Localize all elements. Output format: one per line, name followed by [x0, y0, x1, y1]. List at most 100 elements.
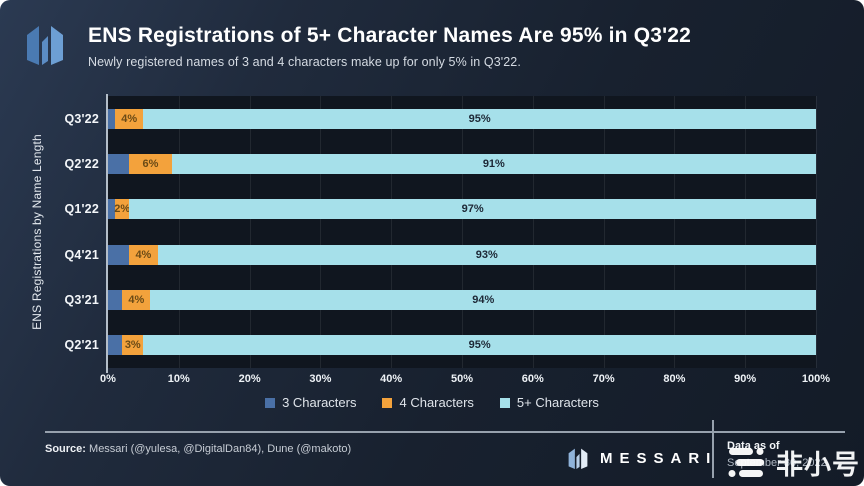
bar-segment-3-characters	[108, 153, 130, 174]
category-label: Q4'21	[64, 247, 99, 262]
gridline	[674, 96, 676, 368]
bar-segment-5-characters: 95%	[143, 108, 816, 129]
bar-value-label: 93%	[475, 248, 498, 261]
bar-row: Q2'21 3% 95%	[0, 323, 816, 368]
bar-value-label: 4%	[128, 293, 145, 306]
source-text: Messari (@yulesa, @DigitalDan84), Dune (…	[85, 443, 352, 455]
gridline	[532, 96, 534, 368]
category-label: Q3'21	[64, 292, 99, 307]
chart-title: ENS Registrations of 5+ Character Names …	[88, 24, 692, 47]
bar-value-label: 94%	[472, 293, 495, 306]
bar-row: Q1'22 2% 97%	[0, 187, 816, 232]
bar-value-label: 97%	[461, 203, 484, 216]
x-axis-tick-label: 90%	[734, 373, 757, 385]
plot-area	[108, 96, 817, 368]
chart-subtitle: Newly registered names of 3 and 4 charac…	[88, 55, 521, 70]
x-axis-tick-label: 30%	[309, 373, 332, 385]
bar-segment-4-characters: 6%	[129, 153, 172, 174]
bar-segment-3-characters	[108, 199, 116, 220]
gridline	[462, 96, 463, 368]
legend-swatch	[265, 397, 276, 408]
gridline	[320, 96, 322, 368]
bar-segment-4-characters: 4%	[115, 108, 144, 129]
y-axis-line	[106, 94, 108, 371]
bar-row: Q4'21 4% 93%	[0, 232, 816, 277]
feixiaohao-logo-icon	[728, 447, 764, 477]
bar-value-label: 2%	[114, 203, 131, 216]
x-axis-tick-label: 40%	[380, 373, 403, 385]
x-axis-tick-label: 50%	[450, 373, 474, 385]
stacked-bar: 3% 95%	[108, 335, 816, 356]
stacked-bar: 2% 97%	[108, 199, 816, 220]
bar-value-label: 6%	[142, 157, 159, 170]
x-axis-tick-label: 60%	[521, 373, 544, 385]
bar-value-label: 4%	[135, 248, 152, 261]
stacked-bar: 4% 95%	[108, 108, 816, 129]
messari-logo-small-icon	[568, 448, 588, 469]
bar-value-label: 91%	[482, 157, 505, 170]
bar-segment-4-characters: 4%	[122, 289, 151, 310]
bar-value-label: 95%	[468, 339, 491, 352]
x-axis-tick-label: 70%	[592, 373, 615, 385]
bar-segment-5-characters: 94%	[150, 289, 816, 310]
watermark-text: 非小号	[776, 450, 860, 480]
x-axis-tick-label: 0%	[100, 373, 116, 385]
category-label: Q2'21	[64, 338, 99, 353]
gridline	[603, 96, 605, 368]
messari-wordmark: MESSARI	[566, 446, 717, 470]
bar-segment-5-characters: 93%	[157, 244, 816, 265]
gridline	[178, 96, 180, 368]
gridline	[745, 96, 747, 368]
legend: 3 Characters 4 Characters 5+ Characters	[0, 395, 864, 410]
x-axis-tick-mark	[106, 368, 108, 373]
gridline	[391, 96, 393, 368]
legend-label: 4 Characters	[399, 395, 474, 410]
bar-value-label: 4%	[121, 112, 138, 125]
category-label: Q1'22	[64, 202, 99, 217]
stacked-bar: 4% 93%	[108, 244, 816, 265]
watermark: 非小号	[727, 443, 860, 482]
source-label: Source:	[45, 443, 86, 455]
bar-segment-3-characters	[108, 289, 123, 310]
header-text: ENS Registrations of 5+ Character Names …	[88, 21, 691, 69]
bar-segment-4-characters: 4%	[129, 244, 158, 265]
bar-segment-3-characters	[108, 335, 123, 356]
bar-segment-4-characters: 3%	[122, 335, 144, 356]
brand-name: MESSARI	[600, 449, 718, 467]
bar-row: Q3'22 4% 95%	[0, 96, 816, 141]
bar-segment-3-characters	[108, 244, 130, 265]
footer-divider-line	[45, 431, 845, 433]
category-label: Q2'22	[64, 156, 99, 171]
x-axis-tick-label: 10%	[167, 373, 190, 385]
footer-vertical-divider	[712, 420, 714, 478]
messari-logo-icon	[27, 26, 63, 65]
gridline	[816, 96, 817, 368]
legend-label: 3 Characters	[282, 395, 357, 410]
x-axis-tick-label: 20%	[238, 373, 261, 385]
legend-label: 5+ Characters	[516, 395, 599, 410]
stacked-bar: 6% 91%	[108, 153, 816, 174]
bar-segment-3-characters	[108, 108, 116, 129]
bar-value-label: 3%	[124, 339, 141, 352]
legend-item-4-characters: 4 Characters	[382, 395, 474, 410]
x-axis: 0% 10% 20% 30% 40% 50% 60% 70% 80% 90% 100%	[100, 373, 830, 387]
category-label: Q3'22	[64, 111, 99, 126]
bar-segment-5-characters: 95%	[143, 335, 816, 356]
legend-item-5-characters: 5+ Characters	[499, 395, 599, 410]
bar-segment-4-characters: 2%	[114, 199, 131, 220]
legend-swatch	[499, 397, 510, 408]
stacked-bar: 4% 94%	[108, 289, 816, 310]
header: ENS Registrations of 5+ Character Names …	[24, 21, 691, 69]
bar-value-label: 95%	[468, 112, 491, 125]
bar-segment-5-characters: 91%	[171, 153, 816, 174]
bar-segment-5-characters: 97%	[129, 199, 816, 220]
bar-row: Q3'21 4% 94%	[0, 277, 816, 322]
gridline	[249, 96, 251, 368]
source-note: Source: Messari (@yulesa, @DigitalDan84)…	[45, 443, 351, 455]
legend-item-3-characters: 3 Characters	[265, 395, 356, 410]
bar-row: Q2'22 6% 91%	[0, 141, 816, 186]
x-axis-tick-label: 80%	[663, 373, 686, 385]
legend-swatch	[382, 397, 393, 408]
x-axis-tick-label: 100%	[801, 373, 831, 385]
